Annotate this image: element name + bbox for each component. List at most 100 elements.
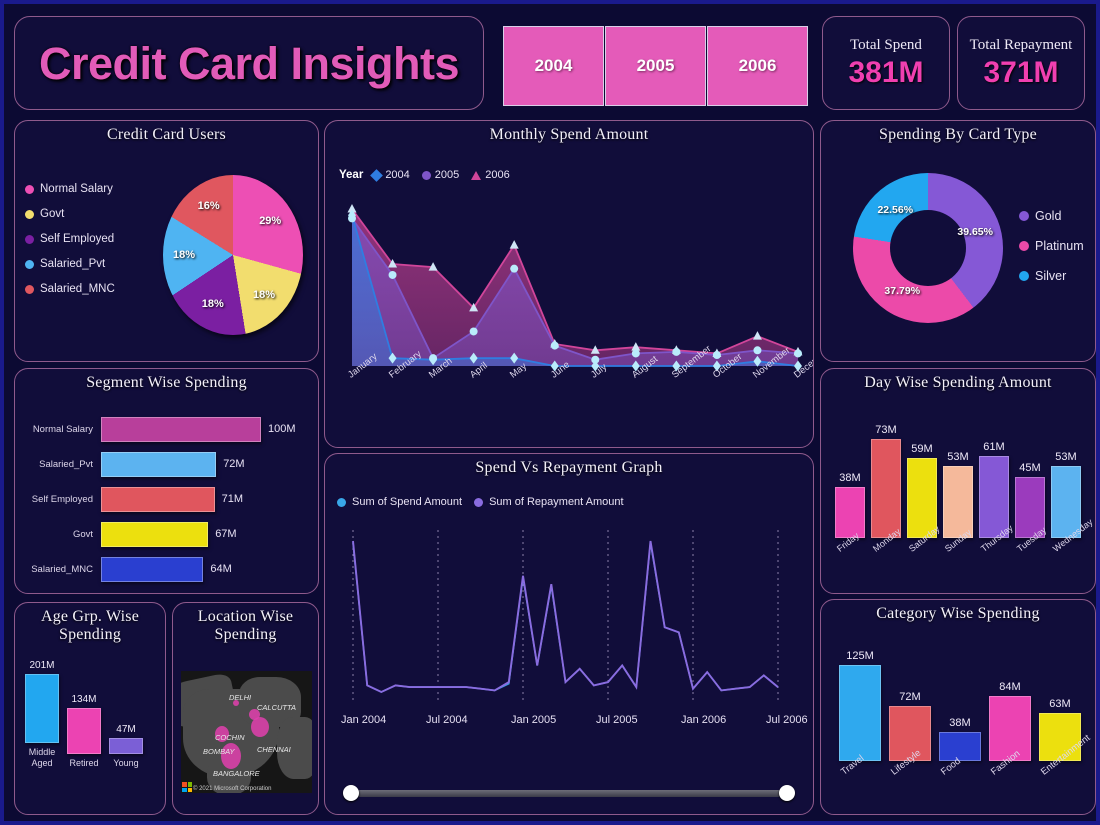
bar-rect[interactable] <box>25 674 59 743</box>
data-point-2006[interactable] <box>469 302 479 312</box>
legend-item-salaried-mnc[interactable]: Salaried_MNC <box>25 283 115 295</box>
legend-item[interactable]: Sum of Repayment Amount <box>474 496 624 508</box>
bar-rect[interactable] <box>835 486 865 538</box>
bar-rect[interactable] <box>1015 477 1045 538</box>
bar-chart-day-wise[interactable]: 38M Friday 73M Monday 59M Saturday 53M Sunday 61… <box>835 413 1094 554</box>
legend-item-2006[interactable]: 2006 <box>471 169 510 181</box>
legend-item-salaried-pvt[interactable]: Salaried_Pvt <box>25 258 115 270</box>
data-point-2004[interactable] <box>388 352 397 364</box>
data-point-2005[interactable] <box>591 355 600 364</box>
legend-item-govt[interactable]: Govt <box>25 208 115 220</box>
legend-item-2004[interactable]: 2004 <box>370 168 410 182</box>
bar-rect[interactable] <box>101 521 209 547</box>
bar-rect[interactable] <box>989 696 1031 761</box>
data-point-2004[interactable] <box>631 360 640 372</box>
bar-column[interactable]: 134M Retired <box>67 694 101 769</box>
year-filter-2004[interactable]: 2004 <box>503 26 604 106</box>
bar-column[interactable]: 59M Saturday <box>907 443 942 554</box>
data-point-2005[interactable] <box>388 270 397 279</box>
bar-rect[interactable] <box>101 416 261 442</box>
bar-column[interactable]: 73M Monday <box>871 424 902 554</box>
pie-chart-credit-card-users[interactable] <box>163 175 303 335</box>
data-point-2004[interactable] <box>672 360 681 372</box>
data-point-2005[interactable] <box>510 264 519 273</box>
map-bubble-bombay[interactable] <box>221 743 241 769</box>
legend-item-2005[interactable]: 2005 <box>421 169 459 181</box>
bar-column[interactable]: 63M Entertainment <box>1039 698 1092 778</box>
bar-rect[interactable] <box>839 664 881 761</box>
bar-column[interactable]: 53M Wednesday <box>1051 451 1094 554</box>
data-point-2006[interactable] <box>752 331 762 340</box>
legend-item-silver[interactable]: Silver <box>1019 269 1084 283</box>
bar-rect[interactable] <box>1039 712 1081 761</box>
bar-rect[interactable] <box>1051 466 1081 538</box>
bar-rect[interactable] <box>101 451 217 477</box>
data-point-2004[interactable] <box>429 354 438 366</box>
bar-rect[interactable] <box>101 486 215 512</box>
bar-rect[interactable] <box>979 455 1009 538</box>
line-chart-spend-vs-repayment[interactable] <box>343 522 798 734</box>
data-point-2005[interactable] <box>631 349 640 358</box>
bar-column[interactable]: 201M Middle Aged <box>25 660 59 769</box>
map-location-wise-spending[interactable]: DELHI CALCUTTA COCHIN BOMBAY CHENNAI BAN… <box>181 671 312 793</box>
slider-handle-right[interactable] <box>779 785 795 801</box>
bar-column[interactable]: 61M Thursday <box>979 441 1015 554</box>
bar-column[interactable]: 38M Food <box>939 717 981 778</box>
bar-column[interactable]: 53M Sunday <box>943 451 973 554</box>
area-chart-monthly-spend[interactable] <box>345 199 805 374</box>
data-point-2006[interactable] <box>590 345 600 354</box>
year-filter-2005[interactable]: 2005 <box>605 26 706 106</box>
bar-column[interactable]: 47M Young <box>109 724 143 769</box>
data-point-2005[interactable] <box>712 351 721 360</box>
bar-column[interactable]: 72M Lifestyle <box>889 691 931 778</box>
slider-track[interactable] <box>357 789 781 797</box>
data-point-2004[interactable] <box>591 360 600 372</box>
bar-column[interactable]: 84M Fashion <box>989 681 1031 778</box>
bar-rect[interactable] <box>67 708 101 754</box>
data-point-2004[interactable] <box>712 360 721 372</box>
map-bubble-delhi[interactable] <box>233 700 239 706</box>
map-bubble-calcutta-2[interactable] <box>251 717 269 737</box>
data-point-2005[interactable] <box>672 347 681 356</box>
bar-row[interactable]: Govt 67M <box>23 520 313 548</box>
donut-chart-card-type[interactable] <box>853 173 1003 323</box>
bar-row[interactable]: Normal Salary 100M <box>23 415 313 443</box>
bar-rect[interactable] <box>907 458 937 538</box>
data-point-2006[interactable] <box>509 240 519 249</box>
data-point-2006[interactable] <box>347 204 357 213</box>
bar-chart-age-group[interactable]: 201M Middle Aged 134M Retired 47M Young <box>25 660 157 769</box>
data-point-2004[interactable] <box>469 352 478 364</box>
legend-item-normal-salary[interactable]: Normal Salary <box>25 183 115 195</box>
year-filter-2006[interactable]: 2006 <box>707 26 808 106</box>
date-range-slider[interactable] <box>343 784 795 802</box>
legend-item[interactable]: Sum of Spend Amount <box>337 496 462 508</box>
data-point-2004[interactable] <box>753 355 762 367</box>
bar-rect[interactable] <box>101 556 204 582</box>
bar-rect[interactable] <box>939 731 981 761</box>
map-bubble-cochin[interactable] <box>215 726 229 742</box>
bar-column[interactable]: 125M Travel <box>839 650 881 778</box>
data-point-2005[interactable] <box>550 341 559 350</box>
data-point-2006[interactable] <box>631 342 641 351</box>
bar-rect[interactable] <box>871 439 901 538</box>
bar-rect[interactable] <box>889 705 931 761</box>
data-point-2004[interactable] <box>348 209 356 221</box>
bar-rect[interactable] <box>943 466 973 538</box>
bar-chart-category-wise[interactable]: 125M Travel 72M Lifestyle 38M Food 84M Fashion 6… <box>839 646 1092 778</box>
bar-row[interactable]: Salaried_MNC 64M <box>23 555 313 583</box>
bar-column[interactable]: 38M Friday <box>835 472 865 554</box>
bar-column[interactable]: 45M Tuesday <box>1015 462 1048 554</box>
bar-rect[interactable] <box>109 737 143 754</box>
data-point-2005[interactable] <box>753 346 762 355</box>
data-point-2004[interactable] <box>794 360 802 372</box>
bar-row[interactable]: Salaried_Pvt 72M <box>23 450 313 478</box>
slider-handle-left[interactable] <box>343 785 359 801</box>
data-point-2004[interactable] <box>550 360 559 372</box>
legend-item-platinum[interactable]: Platinum <box>1019 239 1084 253</box>
data-point-2005[interactable] <box>794 349 802 358</box>
data-point-2005[interactable] <box>469 327 478 336</box>
bar-chart-segment-wise[interactable]: Normal Salary 100M Salaried_Pvt 72M Self Emp… <box>23 415 313 590</box>
data-point-2006[interactable] <box>388 258 398 268</box>
legend-item-self-employed[interactable]: Self Employed <box>25 233 115 245</box>
bar-row[interactable]: Self Employed 71M <box>23 485 313 513</box>
